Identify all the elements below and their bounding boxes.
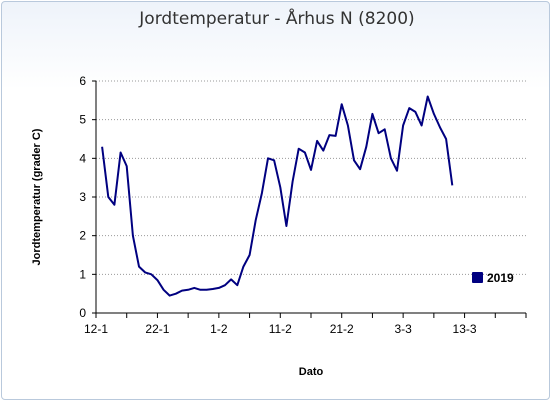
x-axis-title: Dato: [299, 366, 324, 378]
x-tick-label-1-2: 1-2: [210, 322, 228, 336]
legend-swatch-2019: [472, 272, 483, 283]
y-tick-label-6: 6: [79, 74, 86, 88]
y-tick-label-2: 2: [79, 229, 86, 243]
y-axis-ticks: 0 1 2 3 4 5 6: [79, 74, 96, 320]
y-tick-label-4: 4: [79, 151, 86, 165]
legend-label-2019: 2019: [487, 271, 514, 285]
axes: [95, 81, 526, 314]
x-axis-ticks: 12-1 22-1 1-2 11-2 21-2 3-3 13-3: [84, 313, 527, 336]
x-tick-label-22-1: 22-1: [145, 322, 169, 336]
y-tick-label-0: 0: [79, 306, 86, 320]
gridlines: [96, 80, 526, 275]
x-tick-label-13-3: 13-3: [453, 322, 477, 336]
x-tick-label-11-2: 11-2: [269, 322, 292, 336]
y-tick-label-5: 5: [79, 113, 86, 127]
y-tick-label-3: 3: [79, 190, 86, 204]
y-tick-label-1: 1: [79, 267, 86, 281]
chart-title: Jordtemperatur - Århus N (8200): [138, 7, 414, 29]
series-group: [101, 95, 454, 297]
x-tick-label-21-2: 21-2: [330, 322, 354, 336]
y-axis-title: Jordtemperatur (grader C): [31, 128, 43, 265]
legend: 2019: [472, 271, 514, 285]
x-tick-label-3-3: 3-3: [394, 322, 412, 336]
series-line-2019: [101, 95, 454, 297]
x-tick-label-12-1: 12-1: [84, 322, 108, 336]
